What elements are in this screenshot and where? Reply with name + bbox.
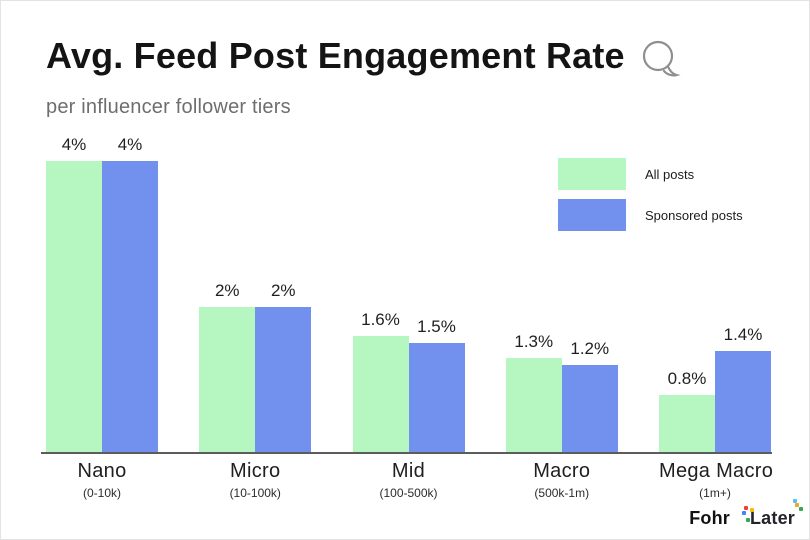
x-axis-label-main: Mid bbox=[391, 460, 426, 482]
bar-group-mid: 1.6% 1.5% bbox=[352, 310, 465, 453]
legend-swatch-sponsored-posts bbox=[558, 199, 626, 231]
plot-area: 4% 4% 2% 2% 1.6% 1.5% 1.3% 1.2% 0.8% 1.4% bbox=[46, 131, 771, 453]
bar-group-mega-macro: 0.8% 1.4% bbox=[659, 325, 771, 453]
bar-value-label-sponsored-posts-mid: 1.5% bbox=[417, 317, 456, 336]
later-logo-dot bbox=[741, 511, 746, 515]
bar-all-posts-micro bbox=[199, 307, 256, 453]
later-logo-text: Later bbox=[749, 508, 795, 528]
bar-all-posts-mid bbox=[352, 336, 409, 453]
page-subtitle: per influencer follower tiers bbox=[46, 96, 291, 118]
bar-sponsored-posts-mega-macro bbox=[715, 351, 771, 453]
bar-all-posts-nano bbox=[46, 161, 102, 453]
bar-value-label-sponsored-posts-micro: 2% bbox=[270, 281, 296, 300]
bar-value-label-all-posts-nano: 4% bbox=[61, 135, 87, 154]
later-logo: Later bbox=[741, 499, 803, 529]
x-axis-label-mega-macro: Mega Macro (1m+) bbox=[659, 460, 774, 500]
x-axis-label-main: Micro bbox=[230, 460, 281, 482]
legend-label: Sponsored posts bbox=[645, 207, 743, 223]
bar-wrap: 4% bbox=[102, 135, 158, 453]
bar-sponsored-posts-micro bbox=[255, 307, 312, 453]
fohr-logo: Fohr bbox=[689, 508, 730, 528]
legend-label: All posts bbox=[645, 166, 695, 182]
legend: All posts Sponsored posts bbox=[558, 158, 743, 231]
bar-value-label-all-posts-micro: 2% bbox=[214, 281, 240, 300]
bar-wrap: 0.8% bbox=[659, 369, 715, 453]
legend-swatch-all-posts bbox=[558, 158, 626, 190]
bar-value-label-sponsored-posts-mega-macro: 1.4% bbox=[723, 325, 763, 344]
later-logo-dot bbox=[793, 499, 797, 503]
bar-sponsored-posts-mid bbox=[408, 343, 465, 453]
later-logo-dot bbox=[743, 506, 748, 510]
bar-wrap: 1.4% bbox=[715, 325, 771, 453]
bar-wrap: 1.5% bbox=[408, 317, 465, 453]
x-axis-labels: Nano (0-10k) Micro (10-100k) Mid (100-500k) Ma… bbox=[46, 460, 774, 500]
x-axis-label-main: Mega Macro bbox=[659, 460, 774, 482]
bar-wrap: 2% bbox=[199, 281, 256, 453]
bar-wrap: 1.6% bbox=[352, 310, 409, 453]
bar-sponsored-posts-nano bbox=[102, 161, 158, 453]
x-axis-label-nano: Nano (0-10k) bbox=[46, 460, 158, 500]
later-logo-dot bbox=[799, 507, 803, 511]
bar-value-label-sponsored-posts-nano: 4% bbox=[117, 135, 143, 154]
later-logo-dot bbox=[749, 508, 754, 512]
x-axis-label-mid: Mid (100-500k) bbox=[353, 460, 465, 500]
page-title: Avg. Feed Post Engagement Rate bbox=[46, 35, 625, 76]
bar-wrap: 1.3% bbox=[505, 332, 562, 453]
speech-bubble-icon bbox=[639, 37, 681, 88]
legend-item-all-posts: All posts bbox=[558, 158, 743, 190]
bar-wrap: 2% bbox=[255, 281, 312, 453]
x-axis-line bbox=[41, 452, 772, 454]
x-axis-label-sub: (500k-1m) bbox=[534, 486, 590, 500]
bar-value-label-all-posts-macro: 1.3% bbox=[514, 332, 554, 351]
x-axis-label-sub: (0-10k) bbox=[82, 486, 121, 500]
x-axis-label-sub: (1m+) bbox=[699, 486, 731, 500]
bar-group-micro: 2% 2% bbox=[199, 281, 312, 453]
x-axis-label-sub: (100-500k) bbox=[379, 486, 438, 500]
x-axis-label-main: Macro bbox=[533, 460, 591, 482]
chart-header: Avg. Feed Post Engagement Rate per influ… bbox=[46, 35, 681, 119]
bar-wrap: 1.2% bbox=[561, 339, 618, 453]
bar-value-label-sponsored-posts-macro: 1.2% bbox=[570, 339, 610, 358]
later-logo-dot bbox=[795, 503, 799, 507]
bar-sponsored-posts-macro bbox=[561, 365, 618, 453]
bar-group-macro: 1.3% 1.2% bbox=[505, 332, 618, 453]
bar-wrap: 4% bbox=[46, 135, 102, 453]
bar-all-posts-macro bbox=[505, 358, 562, 453]
legend-item-sponsored-posts: Sponsored posts bbox=[558, 199, 743, 231]
bar-value-label-all-posts-mega-macro: 0.8% bbox=[667, 369, 707, 388]
later-logo-dot bbox=[745, 518, 750, 522]
x-axis-label-sub: (10-100k) bbox=[229, 486, 281, 500]
bar-all-posts-mega-macro bbox=[659, 395, 715, 453]
footer-logos: Fohr Later bbox=[689, 499, 803, 529]
bar-group-nano: 4% 4% bbox=[46, 135, 158, 453]
x-axis-label-micro: Micro (10-100k) bbox=[199, 460, 311, 500]
x-axis-label-main: Nano bbox=[77, 460, 127, 482]
bar-value-label-all-posts-mid: 1.6% bbox=[361, 310, 400, 329]
x-axis-label-macro: Macro (500k-1m) bbox=[506, 460, 618, 500]
